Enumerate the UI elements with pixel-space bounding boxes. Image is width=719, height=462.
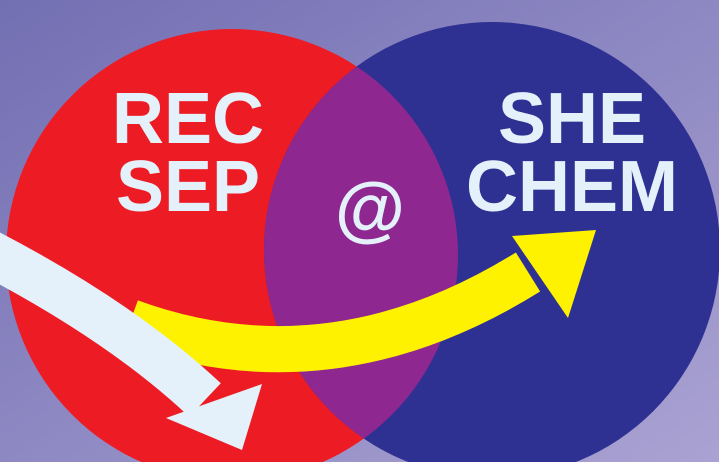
left-line-1: REC: [112, 79, 264, 159]
overlap: [264, 29, 458, 462]
white-arrow-body: [0, 232, 221, 417]
center-symbol: @: [335, 169, 405, 249]
yellow-arrow-body: [122, 252, 541, 373]
right-line-1: SHE: [498, 79, 646, 159]
right-line-2: CHEM: [466, 147, 678, 227]
yellow-arrow-head: [512, 230, 596, 318]
left-line-2: SEP: [116, 147, 260, 227]
white-arrow-head: [166, 384, 262, 450]
